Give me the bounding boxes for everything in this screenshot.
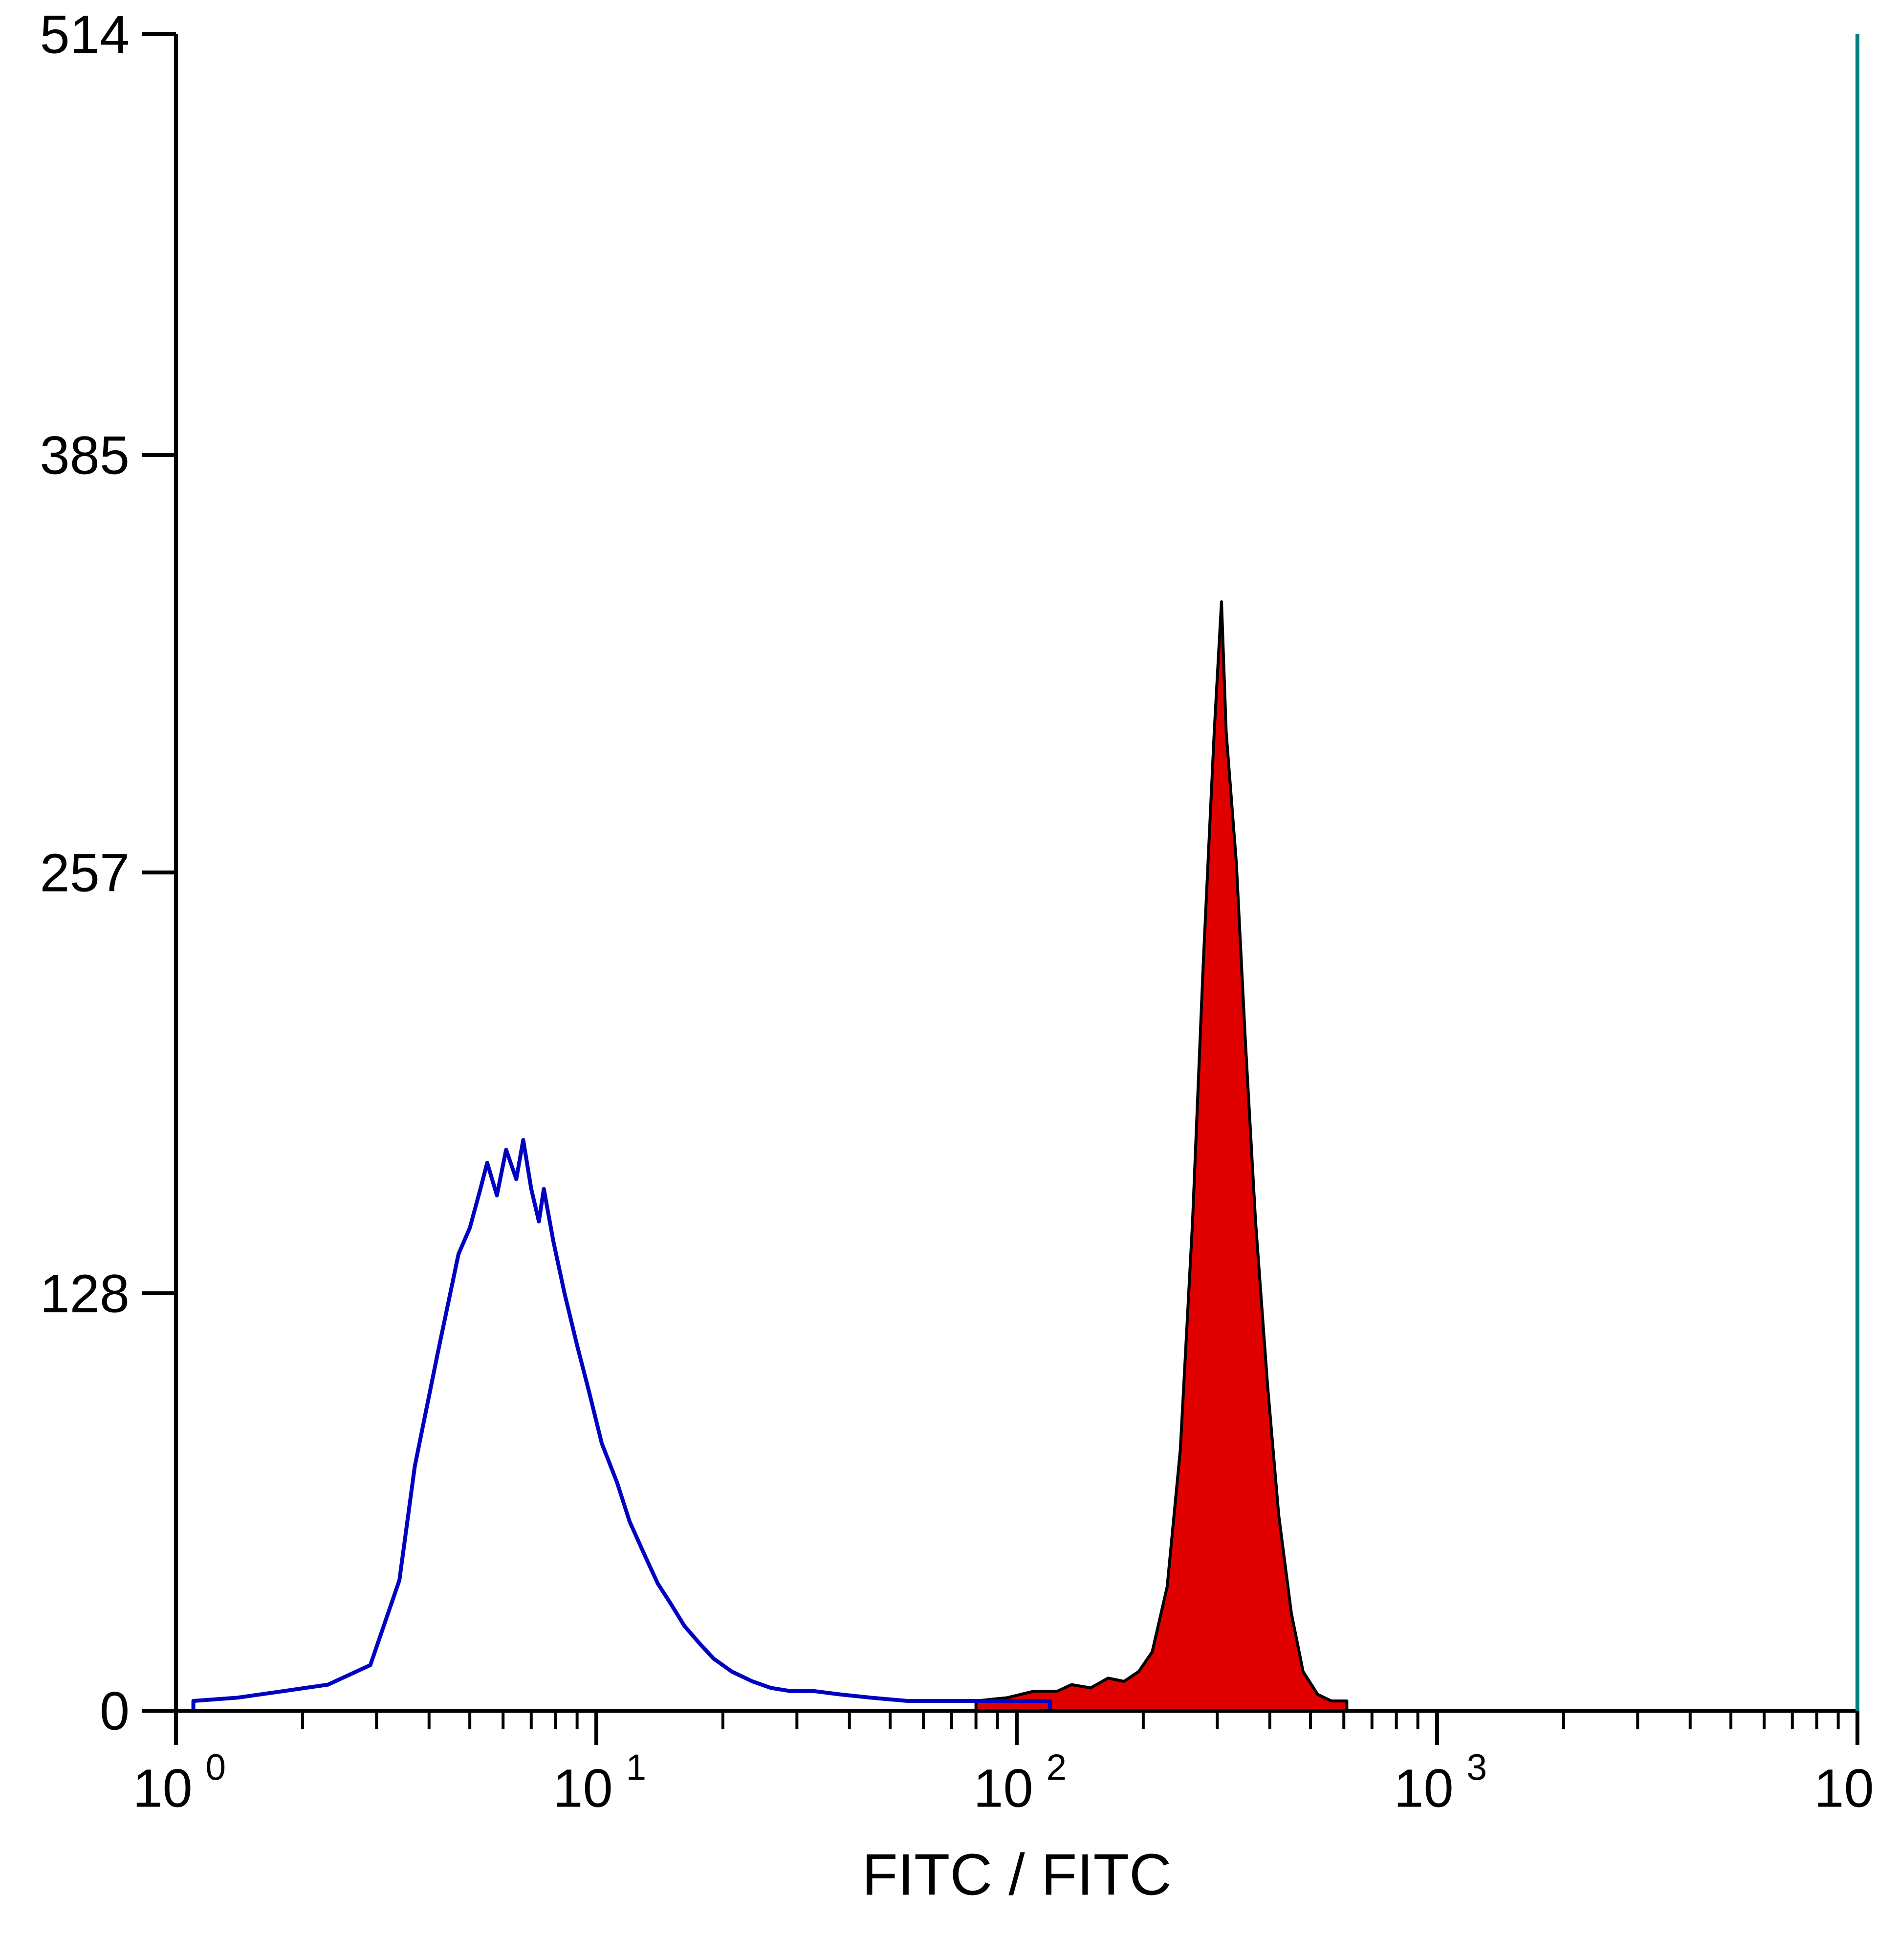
svg-text:10: 10 [1394,1759,1453,1819]
y-tick-label: 385 [40,425,130,485]
svg-text:10: 10 [1814,1759,1874,1819]
svg-text:2: 2 [1047,1747,1067,1788]
y-tick-label: 0 [100,1681,130,1742]
figure-page: 0128257385514100101102103104FITC / FITC [0,0,1877,1960]
svg-text:1: 1 [626,1747,647,1788]
x-axis-label: FITC / FITC [862,1842,1171,1908]
histogram-plot: 0128257385514100101102103104FITC / FITC [0,0,1877,1960]
plot-svg: 0128257385514100101102103104FITC / FITC [0,0,1877,1960]
y-tick-label: 257 [40,843,130,903]
svg-text:3: 3 [1467,1747,1487,1788]
svg-text:10: 10 [973,1759,1033,1819]
y-tick-label: 514 [40,5,130,65]
svg-text:0: 0 [206,1747,226,1788]
svg-text:10: 10 [553,1759,612,1819]
svg-text:10: 10 [132,1759,192,1819]
y-tick-label: 128 [40,1263,130,1324]
